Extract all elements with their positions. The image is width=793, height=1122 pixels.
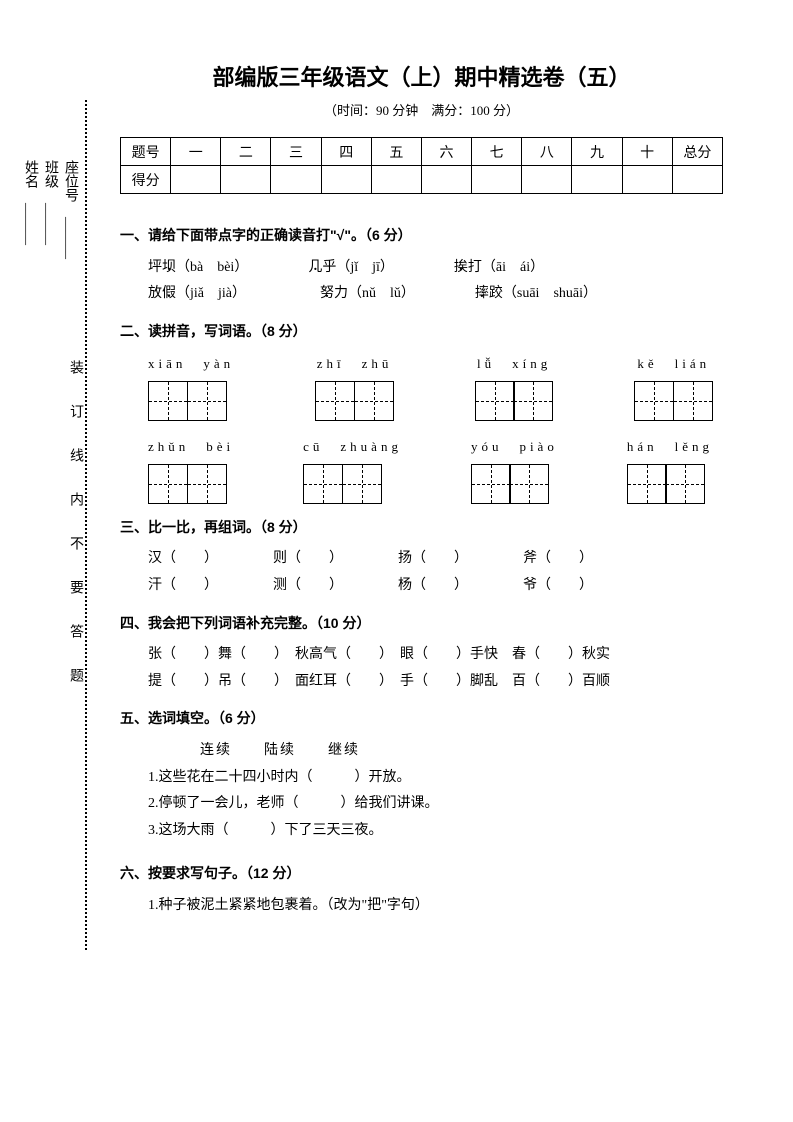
char-box[interactable]: [303, 464, 343, 504]
q6-title: 六、按要求写句子。（12 分）: [120, 860, 723, 887]
th-cell: 一: [171, 138, 221, 166]
th-cell: 九: [572, 138, 622, 166]
table-row: 得分: [121, 166, 723, 194]
q3-item: 汉（ ）: [148, 546, 218, 573]
q1-item: 摔跤（suāi shuāi）: [475, 281, 597, 308]
q3-item: 则（ ）: [273, 546, 343, 573]
pinyin-group: zhǔn bèi: [148, 435, 234, 504]
table-row: 题号 一 二 三 四 五 六 七 八 九 十 总分: [121, 138, 723, 166]
pinyin-group: kě lián: [634, 352, 713, 421]
char-box[interactable]: [148, 464, 188, 504]
td-cell[interactable]: [221, 166, 271, 194]
td-cell[interactable]: [421, 166, 471, 194]
question-5: 五、选词填空。（6 分） 连续 陆续 继续 1.这些花在二十四小时内（ ）开放。…: [120, 705, 723, 844]
pinyin-text: zhī zhū: [315, 352, 394, 377]
td-cell[interactable]: [672, 166, 722, 194]
char-box[interactable]: [187, 381, 227, 421]
th-cell: 题号: [121, 138, 171, 166]
td-cell[interactable]: [171, 166, 221, 194]
q6-item: 1.种子被泥土紧紧地包裹着。（改为"把"字句）: [120, 893, 723, 920]
td-cell[interactable]: [522, 166, 572, 194]
char-box[interactable]: [513, 381, 553, 421]
th-cell: 六: [421, 138, 471, 166]
q3-item: 汗（ ）: [148, 573, 218, 600]
td-cell[interactable]: [472, 166, 522, 194]
q1-item: 坪坝（bà bèi）: [148, 255, 248, 282]
q3-item: 爷（ ）: [523, 573, 593, 600]
char-box[interactable]: [315, 381, 355, 421]
td-cell[interactable]: [271, 166, 321, 194]
pinyin-text: yóu piào: [471, 435, 558, 460]
q3-item: 杨（ ）: [398, 573, 468, 600]
pinyin-text: xiān yàn: [148, 352, 234, 377]
q1-item: 几乎（jǐ jī）: [308, 255, 394, 282]
q5-item: 1.这些花在二十四小时内（ ）开放。: [120, 765, 723, 792]
td-cell[interactable]: [572, 166, 622, 194]
char-box[interactable]: [673, 381, 713, 421]
sidebar-seat: 座位号______: [60, 145, 80, 915]
q5-item: 2.停顿了一会儿，老师（ ）给我们讲课。: [120, 791, 723, 818]
question-1: 一、请给下面带点字的正确读音打"√"。（6 分） 坪坝（bà bèi） 几乎（j…: [120, 222, 723, 308]
q1-item: 努力（nǔ lǔ）: [306, 281, 415, 308]
sidebar-name: 姓名______: [20, 145, 40, 915]
char-box[interactable]: [509, 464, 549, 504]
pinyin-text: hán lěng: [627, 435, 713, 460]
sidebar-class: 班级______: [40, 145, 60, 915]
char-box[interactable]: [354, 381, 394, 421]
pinyin-group: hán lěng: [627, 435, 713, 504]
pinyin-group: lǚ xíng: [475, 352, 554, 421]
q2-title: 二、读拼音，写词语。（8 分）: [120, 318, 723, 345]
q5-item: 3.这场大雨（ ）下了三天三夜。: [120, 818, 723, 845]
pinyin-text: kě lián: [634, 352, 713, 377]
q3-item: 扬（ ）: [398, 546, 468, 573]
td-cell: 得分: [121, 166, 171, 194]
pinyin-group: yóu piào: [471, 435, 558, 504]
td-cell[interactable]: [371, 166, 421, 194]
q3-title: 三、比一比，再组词。（8 分）: [120, 514, 723, 541]
th-cell: 七: [472, 138, 522, 166]
pinyin-group: zhī zhū: [315, 352, 394, 421]
q3-item: 斧（ ）: [523, 546, 593, 573]
char-box[interactable]: [187, 464, 227, 504]
page-subtitle: （时间：90 分钟 满分：100 分）: [120, 100, 723, 119]
char-box[interactable]: [475, 381, 515, 421]
char-box[interactable]: [148, 381, 188, 421]
question-6: 六、按要求写句子。（12 分） 1.种子被泥土紧紧地包裹着。（改为"把"字句）: [120, 860, 723, 919]
pinyin-text: lǚ xíng: [475, 352, 554, 377]
char-box[interactable]: [634, 381, 674, 421]
q4-title: 四、我会把下列词语补充完整。（10 分）: [120, 610, 723, 637]
sidebar-dotted-line: [85, 100, 87, 950]
char-box[interactable]: [342, 464, 382, 504]
th-cell: 八: [522, 138, 572, 166]
score-table: 题号 一 二 三 四 五 六 七 八 九 十 总分 得分: [120, 137, 723, 194]
char-box[interactable]: [627, 464, 667, 504]
question-4: 四、我会把下列词语补充完整。（10 分） 张（ ）舞（ ） 秋高气（ ） 眼（ …: [120, 610, 723, 696]
th-cell: 十: [622, 138, 672, 166]
pinyin-text: cū zhuàng: [303, 435, 402, 460]
td-cell[interactable]: [622, 166, 672, 194]
th-cell: 四: [321, 138, 371, 166]
q1-item: 挨打（āi ái）: [454, 255, 544, 282]
q5-words: 连续 陆续 继续: [120, 738, 723, 765]
q1-title: 一、请给下面带点字的正确读音打"√"。（6 分）: [120, 222, 723, 249]
th-cell: 五: [371, 138, 421, 166]
th-cell: 总分: [672, 138, 722, 166]
pinyin-text: zhǔn bèi: [148, 435, 234, 460]
th-cell: 二: [221, 138, 271, 166]
td-cell[interactable]: [321, 166, 371, 194]
sidebar-labels: 座位号______ 班级______ 姓名______: [20, 130, 80, 930]
question-2: 二、读拼音，写词语。（8 分） xiān yàn zhī zhū lǚ xíng…: [120, 318, 723, 504]
pinyin-group: xiān yàn: [148, 352, 234, 421]
q4-line: 提（ ）吊（ ） 面红耳（ ） 手（ ）脚乱 百（ ）百顺: [120, 669, 723, 696]
q4-line: 张（ ）舞（ ） 秋高气（ ） 眼（ ）手快 春（ ）秋实: [120, 642, 723, 669]
char-box[interactable]: [665, 464, 705, 504]
q1-item: 放假（jiǎ jià）: [148, 281, 246, 308]
char-box[interactable]: [471, 464, 511, 504]
page-title: 部编版三年级语文（上）期中精选卷（五）: [120, 60, 723, 92]
th-cell: 三: [271, 138, 321, 166]
q5-title: 五、选词填空。（6 分）: [120, 705, 723, 732]
question-3: 三、比一比，再组词。（8 分） 汉（ ） 则（ ） 扬（ ） 斧（ ） 汗（ ）…: [120, 514, 723, 600]
pinyin-group: cū zhuàng: [303, 435, 402, 504]
q3-item: 测（ ）: [273, 573, 343, 600]
